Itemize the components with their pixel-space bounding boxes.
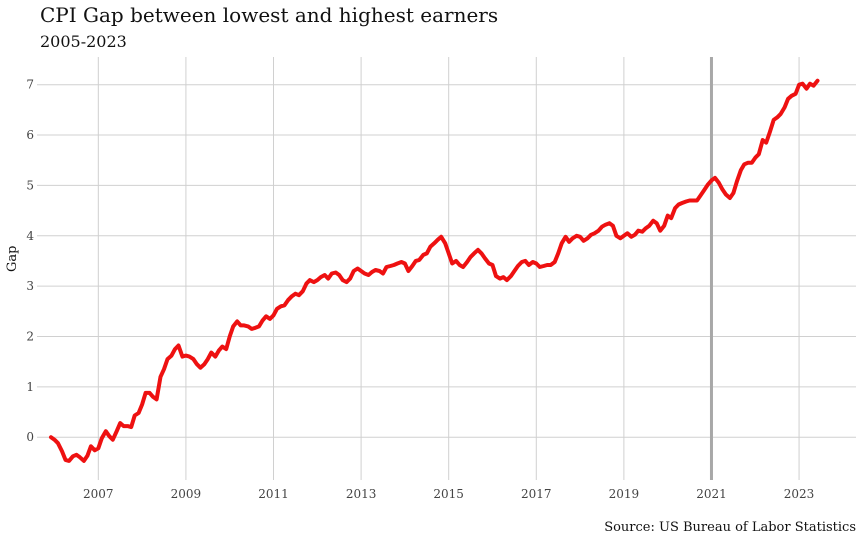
x-tick-label: 2009	[171, 487, 202, 501]
y-tick-label: 2	[26, 329, 34, 343]
y-tick-label: 5	[26, 178, 34, 192]
chart-subtitle: 2005-2023	[40, 32, 127, 51]
x-tick-label: 2021	[696, 487, 727, 501]
series-line	[49, 78, 820, 463]
y-tick-label: 6	[26, 128, 34, 142]
x-tick-label: 2011	[258, 487, 289, 501]
tick-labels: 0 1 2 3 4 5 6 7 2007 2009 2011 2013 2015 2017 2019 2021…	[26, 78, 814, 501]
chart-title: CPI Gap between lowest and highest earne…	[40, 3, 499, 27]
x-tick-label: 2013	[346, 487, 377, 501]
grid-lines	[37, 57, 856, 480]
y-tick-label: 4	[26, 229, 34, 243]
x-tick-label: 2019	[609, 487, 640, 501]
x-tick-label: 2023	[784, 487, 815, 501]
y-tick-label: 1	[26, 380, 34, 394]
y-tick-label: 0	[26, 430, 34, 444]
x-tick-label: 2017	[521, 487, 552, 501]
x-tick-label: 2007	[83, 487, 114, 501]
x-tick-label: 2015	[433, 487, 464, 501]
y-tick-label: 3	[26, 279, 34, 293]
source-caption: Source: US Bureau of Labor Statistics	[604, 520, 856, 535]
y-tick-label: 7	[26, 78, 34, 92]
series-group	[49, 78, 820, 463]
